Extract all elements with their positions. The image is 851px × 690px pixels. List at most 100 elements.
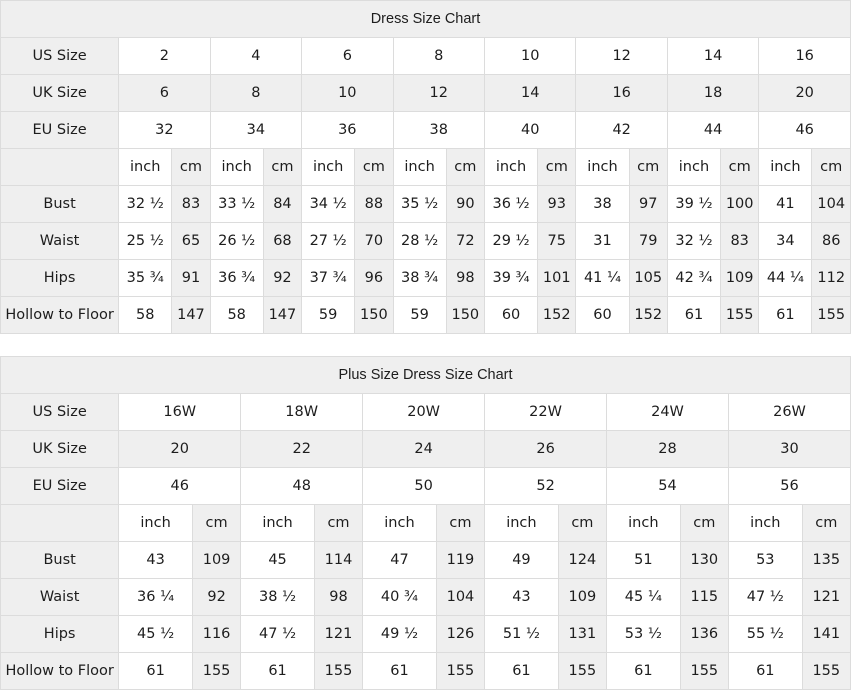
cell-0-cm-1: 114 [313, 541, 364, 579]
cell-1-cm-1: 68 [262, 222, 303, 260]
unit-cm-0: cm [191, 504, 242, 542]
cell-uk-2: 10 [301, 74, 394, 112]
cell-0-inch-7: 41 [758, 185, 813, 223]
cell-uk-4: 28 [606, 430, 729, 468]
cell-3-cm-3: 155 [557, 652, 608, 690]
unit-inch-4: inch [606, 504, 681, 542]
cell-0-inch-1: 33 ½ [209, 185, 264, 223]
cell-eu-4: 40 [483, 111, 577, 149]
cell-0-cm-4: 130 [679, 541, 729, 579]
cell-1-inch-2: 40 ¾ [362, 578, 437, 616]
cell-1-cm-4: 115 [679, 578, 729, 616]
unit-inch-3: inch [392, 148, 447, 186]
unit-inch-4: inch [483, 148, 539, 186]
cell-3-inch-0: 58 [118, 296, 173, 334]
cell-uk-0: 20 [118, 430, 242, 468]
cell-3-inch-5: 61 [727, 652, 803, 690]
cell-uk-0: 6 [118, 74, 211, 112]
cell-3-inch-6: 61 [666, 296, 722, 334]
cell-0-inch-5: 38 [575, 185, 630, 223]
cell-uk-5: 30 [727, 430, 851, 468]
cell-3-inch-3: 59 [392, 296, 447, 334]
cell-2-inch-4: 39 ¾ [483, 259, 539, 297]
cell-2-inch-4: 53 ½ [606, 615, 681, 653]
cell-0-cm-2: 119 [435, 541, 486, 579]
cell-2-inch-1: 36 ¾ [209, 259, 264, 297]
cell-2-cm-2: 96 [354, 259, 394, 297]
cell-3-inch-4: 60 [483, 296, 539, 334]
cell-3-inch-0: 61 [118, 652, 193, 690]
cell-1-cm-2: 70 [354, 222, 394, 260]
cell-eu-5: 42 [575, 111, 668, 149]
size-row-us: US Size 16W 18W 20W 22W 24W 26W [0, 393, 851, 431]
cell-1-inch-0: 36 ¼ [118, 578, 193, 616]
title-row: Dress Size Chart [0, 0, 851, 38]
unit-inch-2: inch [362, 504, 437, 542]
cell-2-inch-1: 47 ½ [240, 615, 315, 653]
unit-inch-5: inch [727, 504, 803, 542]
cell-3-cm-0: 147 [171, 296, 211, 334]
unit-cm-3: cm [445, 148, 485, 186]
cell-2-inch-0: 35 ¾ [118, 259, 173, 297]
title-row: Plus Size Dress Size Chart [0, 356, 851, 394]
cell-us-2: 6 [301, 37, 394, 75]
row-label-measurement-0: Bust [0, 541, 120, 579]
measurement-row: Bust 43 109 45 114 47 119 49 124 51 130 53 135 [0, 541, 851, 579]
cell-3-cm-5: 155 [801, 652, 851, 690]
cell-eu-6: 44 [666, 111, 760, 149]
size-table-standard: Dress Size Chart US Size 2 4 6 8 10 12 14 16 UK Si… [0, 0, 851, 334]
cell-eu-2: 36 [301, 111, 394, 149]
unit-cm-2: cm [354, 148, 394, 186]
cell-2-inch-7: 44 ¼ [758, 259, 813, 297]
cell-us-3: 8 [392, 37, 485, 75]
measurement-row: Bust 32 ½ 83 33 ½ 84 34 ½ 88 35 ½ 90 36 ½ 93 38 97 39… [0, 185, 851, 223]
cell-1-inch-3: 28 ½ [392, 222, 447, 260]
unit-cm-4: cm [537, 148, 577, 186]
cell-uk-4: 14 [483, 74, 577, 112]
cell-uk-5: 16 [575, 74, 668, 112]
cell-2-inch-2: 49 ½ [362, 615, 437, 653]
size-row-eu: EU Size 32 34 36 38 40 42 44 46 [0, 111, 851, 149]
cell-2-inch-5: 41 ¼ [575, 259, 630, 297]
cell-2-cm-3: 131 [557, 615, 608, 653]
cell-3-inch-3: 61 [484, 652, 559, 690]
size-row-uk: UK Size 20 22 24 26 28 30 [0, 430, 851, 468]
unit-inch-0: inch [118, 504, 193, 542]
cell-0-cm-1: 84 [262, 185, 303, 223]
cell-0-inch-2: 34 ½ [301, 185, 356, 223]
cell-2-cm-5: 141 [801, 615, 851, 653]
unit-inch-6: inch [666, 148, 722, 186]
cell-1-inch-4: 45 ¼ [606, 578, 681, 616]
cell-3-cm-1: 155 [313, 652, 364, 690]
cell-uk-1: 8 [209, 74, 303, 112]
cell-0-inch-2: 47 [362, 541, 437, 579]
cell-uk-3: 26 [484, 430, 608, 468]
cell-0-cm-0: 83 [171, 185, 211, 223]
cell-0-inch-0: 32 ½ [118, 185, 173, 223]
cell-0-inch-4: 36 ½ [483, 185, 539, 223]
cell-3-inch-7: 61 [758, 296, 813, 334]
unit-inch-1: inch [209, 148, 264, 186]
size-row-us: US Size 2 4 6 8 10 12 14 16 [0, 37, 851, 75]
cell-1-cm-2: 104 [435, 578, 486, 616]
cell-eu-0: 32 [118, 111, 211, 149]
cell-eu-5: 56 [727, 467, 851, 505]
cell-2-inch-5: 55 ½ [727, 615, 803, 653]
cell-eu-4: 54 [606, 467, 729, 505]
cell-1-cm-0: 65 [171, 222, 211, 260]
cell-0-inch-3: 49 [484, 541, 559, 579]
row-label-units [0, 504, 120, 542]
cell-us-5: 26W [727, 393, 851, 431]
cell-0-cm-0: 109 [191, 541, 242, 579]
cell-eu-0: 46 [118, 467, 242, 505]
measurement-row: Hips 45 ½ 116 47 ½ 121 49 ½ 126 51 ½ 131 53 ½ 136 5… [0, 615, 851, 653]
unit-inch-0: inch [118, 148, 173, 186]
unit-cm-1: cm [262, 148, 303, 186]
cell-2-inch-2: 37 ¾ [301, 259, 356, 297]
cell-1-inch-2: 27 ½ [301, 222, 356, 260]
chart-title: Plus Size Dress Size Chart [0, 356, 851, 394]
cell-2-cm-1: 92 [262, 259, 303, 297]
unit-inch-7: inch [758, 148, 813, 186]
cell-2-cm-4: 136 [679, 615, 729, 653]
